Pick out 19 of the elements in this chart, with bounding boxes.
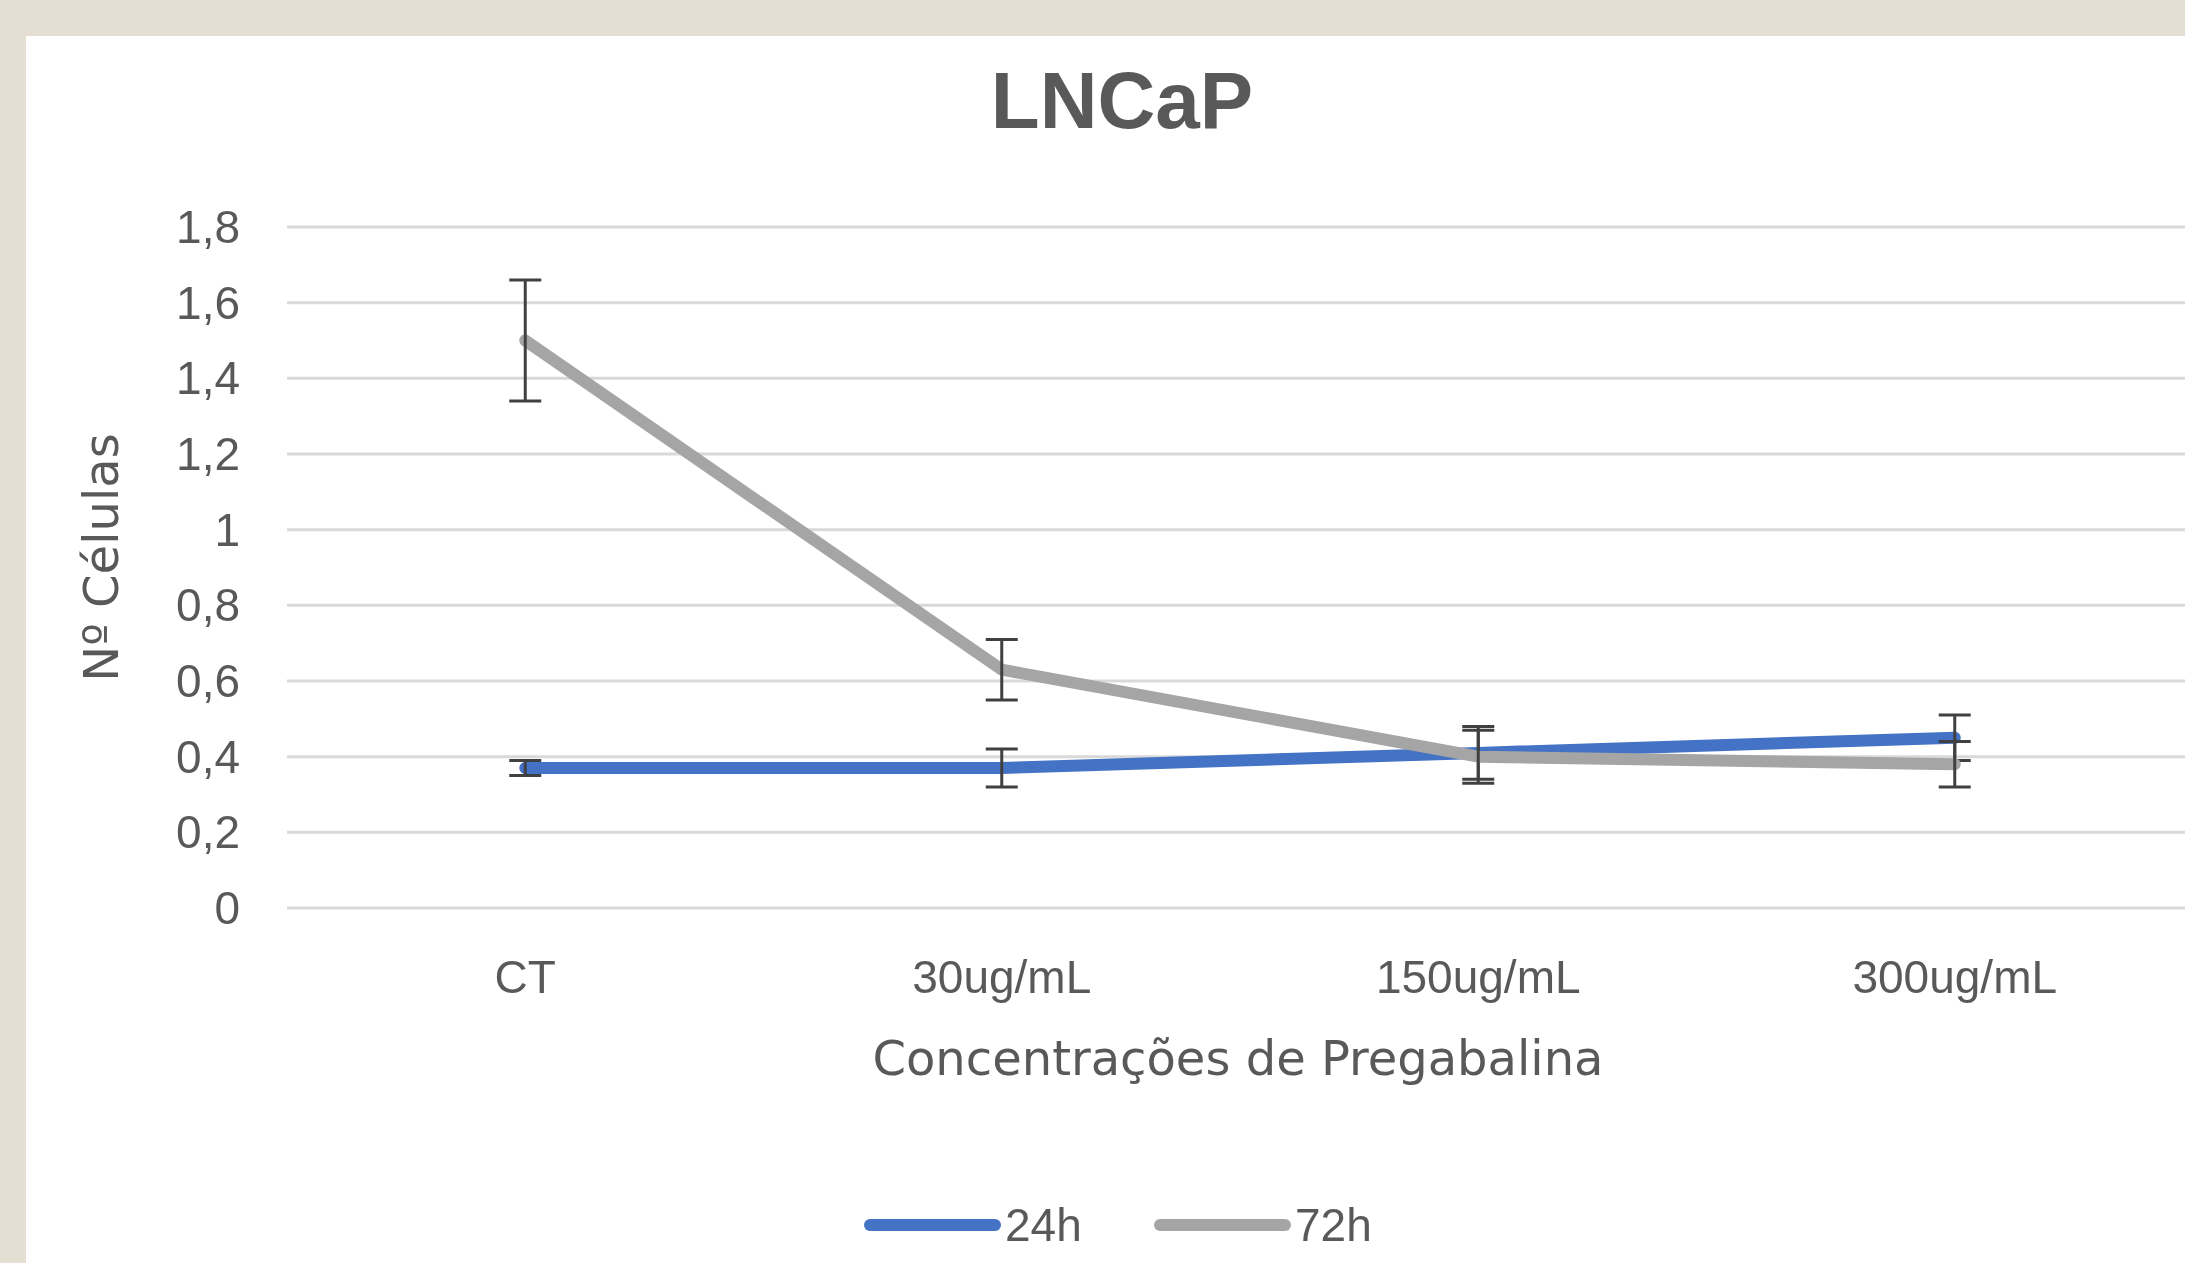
y-tick-label: 0,4	[176, 730, 240, 783]
y-tick-label: 0,2	[176, 806, 240, 859]
y-tick-label: 0,6	[176, 655, 240, 708]
x-tick-label: 150ug/mL	[1375, 951, 1581, 1003]
y-tick-label: 1,6	[176, 276, 240, 329]
chart-title: LNCaP	[990, 56, 1254, 145]
x-axis-title: Concentrações de Pregabalina	[872, 1030, 1604, 1086]
y-tick-label: 0	[214, 882, 240, 935]
legend-label: 24h	[1005, 1199, 1082, 1252]
y-tick-label: 1	[214, 503, 240, 556]
legend-label: 72h	[1295, 1199, 1372, 1252]
y-tick-label: 0,8	[176, 579, 240, 632]
y-axis-title: Nº Células	[73, 433, 129, 682]
x-tick-label: CT	[494, 951, 556, 1003]
x-tick-label: 30ug/mL	[912, 951, 1092, 1003]
x-tick-label: 300ug/mL	[1852, 951, 2058, 1003]
y-tick-label: 1,4	[176, 352, 240, 405]
y-tick-label: 1,2	[176, 428, 240, 481]
y-tick-label: 1,8	[176, 201, 240, 254]
